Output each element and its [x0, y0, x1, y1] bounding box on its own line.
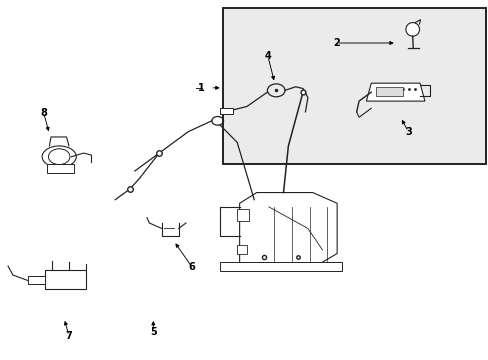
Bar — [220, 108, 232, 114]
Text: 6: 6 — [188, 262, 195, 272]
Text: 8: 8 — [40, 108, 47, 118]
Ellipse shape — [42, 146, 76, 167]
Text: 7: 7 — [65, 331, 72, 341]
Bar — [375, 87, 402, 96]
Text: 1: 1 — [198, 83, 204, 93]
Text: 4: 4 — [264, 51, 271, 61]
Bar — [237, 244, 246, 253]
Bar — [220, 262, 341, 271]
Bar — [44, 270, 86, 289]
Polygon shape — [239, 193, 336, 268]
Polygon shape — [366, 83, 424, 101]
Bar — [47, 164, 74, 173]
Bar — [237, 209, 249, 221]
Ellipse shape — [405, 23, 419, 36]
Text: 3: 3 — [404, 127, 411, 136]
Bar — [222, 8, 485, 164]
Bar — [27, 276, 44, 284]
Text: 5: 5 — [150, 327, 156, 337]
Text: 2: 2 — [332, 38, 339, 48]
